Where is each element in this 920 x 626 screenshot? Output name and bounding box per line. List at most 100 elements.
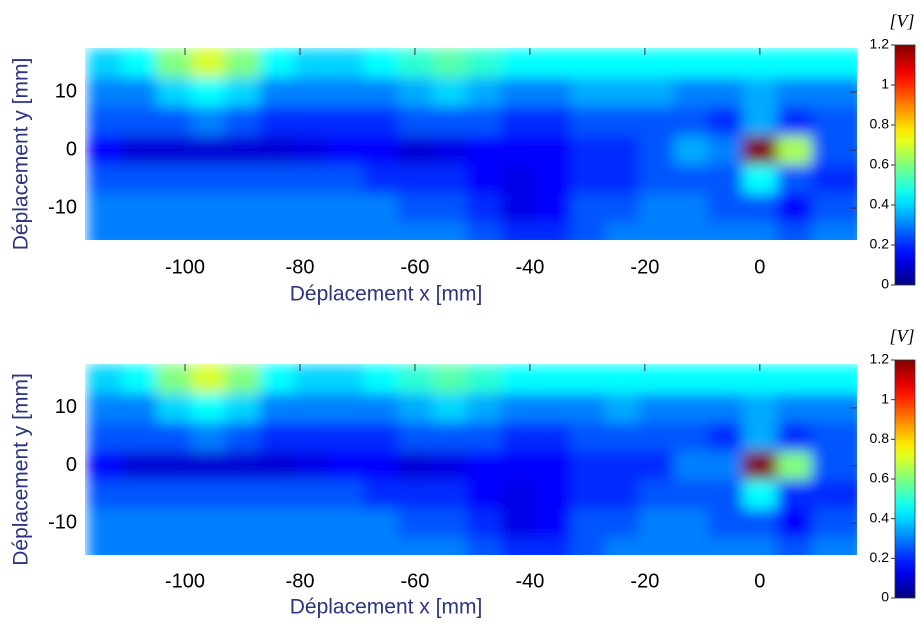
- heatmap-cell: [535, 537, 571, 555]
- heatmap-cell: [432, 479, 468, 510]
- heatmap-cell: [570, 106, 606, 137]
- heatmap-cell: [639, 77, 675, 108]
- heatmap-cell: [742, 164, 778, 195]
- y-tick-label: 10: [55, 80, 77, 102]
- y-tick-label: -10: [48, 512, 77, 534]
- heatmap-cell: [225, 106, 261, 137]
- heatmap-cell: [570, 393, 606, 423]
- heatmap-cell: [501, 537, 537, 555]
- heatmap-cell: [570, 479, 606, 510]
- heatmap-cell: [87, 48, 123, 79]
- heatmap-cell: [777, 135, 813, 166]
- colorbar: [894, 44, 916, 286]
- heatmap-cell: [121, 164, 157, 195]
- heatmap-cell: [777, 451, 813, 481]
- heatmap-cell: [121, 48, 157, 79]
- heatmap-cell: [432, 393, 468, 423]
- heatmap-cell: [501, 106, 537, 137]
- heatmap-cell: [87, 193, 123, 224]
- heatmap-cell: [121, 364, 157, 394]
- heatmap-cell: [121, 135, 157, 166]
- heatmap-cell: [328, 164, 364, 195]
- heatmap-cell: [328, 135, 364, 166]
- heatmap-cell: [328, 451, 364, 481]
- heatmap-cell: [777, 422, 813, 452]
- heatmap-cell: [432, 193, 468, 224]
- heatmap-cell: [225, 451, 261, 481]
- heatmap-cell: [121, 77, 157, 108]
- heatmap-cell: [259, 106, 295, 137]
- colorbar-tick-label: 0.6: [870, 470, 890, 486]
- heatmap-cell: [466, 393, 502, 423]
- heatmap-cell: [777, 537, 813, 555]
- heatmap-cell: [742, 422, 778, 452]
- colorbar-tick-label: 0.8: [870, 116, 890, 132]
- heatmap-cell: [466, 222, 502, 240]
- heatmap-cell: [397, 77, 433, 108]
- heatmap-cell: [673, 393, 709, 423]
- heatmap-cell: [225, 48, 261, 79]
- heatmap-cell: [432, 48, 468, 79]
- heatmap-cell: [363, 106, 399, 137]
- heatmap-cell: [604, 135, 640, 166]
- heatmap-cell: [811, 393, 857, 423]
- heatmap-cell: [570, 537, 606, 555]
- heatmap-cell: [432, 422, 468, 452]
- heatmap-cell: [535, 393, 571, 423]
- heatmap-cell: [639, 164, 675, 195]
- heatmap-cell: [777, 164, 813, 195]
- colorbar-label: [V]: [889, 11, 914, 31]
- heatmap-cell: [535, 135, 571, 166]
- heatmap-cell: [708, 364, 744, 394]
- x-tick-label: -20: [630, 256, 659, 278]
- heatmap-cell: [156, 106, 192, 137]
- heatmap-cell: [811, 193, 857, 224]
- heatmap-cell: [432, 77, 468, 108]
- heatmap-cell: [121, 393, 157, 423]
- heatmap-cell: [501, 393, 537, 423]
- heatmap-cell: [121, 422, 157, 452]
- heatmap-cell: [259, 77, 295, 108]
- heatmap-cell: [811, 508, 857, 539]
- heatmap-cell: [777, 106, 813, 137]
- heatmap-cell: [397, 393, 433, 423]
- heatmap-cell: [294, 135, 330, 166]
- heatmap-cell: [673, 479, 709, 510]
- heatmap-cell: [639, 537, 675, 555]
- heatmap-cell: [535, 193, 571, 224]
- heatmap-cell: [397, 222, 433, 240]
- heatmap-cell: [190, 364, 226, 394]
- heatmap-cell: [570, 77, 606, 108]
- heatmap-cell: [87, 508, 123, 539]
- x-tick-label: -80: [286, 570, 315, 592]
- heatmap-cell: [121, 508, 157, 539]
- heatmap-cell: [535, 106, 571, 137]
- heatmap-cell: [570, 222, 606, 240]
- heatmap-cell: [328, 422, 364, 452]
- colorbar-tick-label: 1.2: [870, 351, 890, 367]
- heatmap-cell: [811, 106, 857, 137]
- heatmap-cell: [156, 48, 192, 79]
- heatmap-cell: [811, 164, 857, 195]
- heatmap-cell: [328, 393, 364, 423]
- heatmap-cell: [535, 222, 571, 240]
- heatmap-cell: [639, 193, 675, 224]
- heatmap-cell: [501, 479, 537, 510]
- heatmap-cell: [742, 508, 778, 539]
- heatmap-cell: [87, 106, 123, 137]
- heatmap-cell: [259, 135, 295, 166]
- heatmap-cell: [121, 537, 157, 555]
- heatmap-cell: [190, 479, 226, 510]
- heatmap-cell: [501, 77, 537, 108]
- heatmap-cell: [225, 193, 261, 224]
- heatmap-cell: [225, 422, 261, 452]
- heatmap-cell: [466, 135, 502, 166]
- heatmap-cell: [742, 106, 778, 137]
- heatmap-cell: [708, 393, 744, 423]
- heatmap-cell: [811, 364, 857, 394]
- heatmap-cell: [673, 193, 709, 224]
- heatmap-cell: [397, 537, 433, 555]
- heatmap-cell: [604, 222, 640, 240]
- heatmap-cell: [294, 164, 330, 195]
